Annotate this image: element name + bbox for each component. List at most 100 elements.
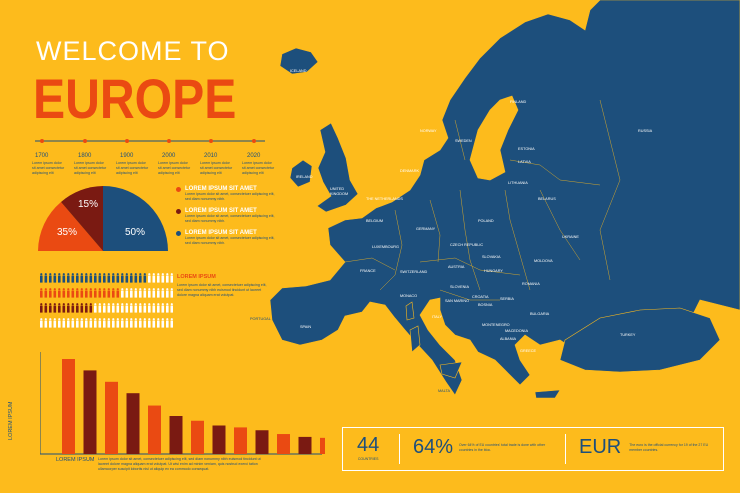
bar — [255, 430, 269, 454]
label-croatia: CROATIA — [472, 295, 489, 299]
person-icon — [143, 303, 147, 313]
person-icon — [62, 273, 66, 283]
bar — [105, 381, 118, 454]
person-icon — [170, 273, 173, 283]
legend-title: LOREM IPSUM SIT AMET — [185, 186, 257, 192]
stat-countries: 44 COUNTRIES — [357, 434, 379, 462]
pie-label-15: 15% — [78, 199, 99, 210]
person-icon — [152, 318, 156, 328]
label-portugal: PORTUGAL — [250, 317, 271, 321]
people-block: LOREM IPSUM Lorem ipsum dolor sit amet, … — [177, 274, 267, 298]
person-icon — [121, 288, 124, 298]
bar — [298, 436, 312, 454]
person-icon — [148, 303, 151, 313]
person-icon — [103, 303, 106, 313]
stat-label: The euro is the official currency for 19… — [629, 443, 709, 452]
timeline-text: Lorem ipsum dolor sit amet consectetur a… — [242, 161, 275, 175]
legend-title: LOREM IPSUM SIT AMET — [185, 230, 257, 236]
label-moldova: MOLDOVA — [534, 259, 553, 263]
person-icon — [89, 303, 93, 313]
baltic-sea — [469, 95, 519, 181]
bar — [126, 393, 140, 454]
label-italy: ITALY — [432, 315, 442, 319]
person-icon — [71, 303, 75, 313]
label-russia: RUSSIA — [638, 129, 653, 133]
label-belarus: BELARUS — [538, 197, 556, 201]
legend-item: LOREM IPSUM SIT AMET Lorem ipsum dolor s… — [176, 230, 276, 246]
timeline-year: 1900 — [120, 153, 134, 159]
timeline-text: Lorem ipsum dolor sit amet consectetur a… — [200, 161, 233, 175]
person-icon — [76, 318, 79, 328]
person-icon — [44, 303, 48, 313]
legend-dot — [176, 187, 181, 192]
legend-dot — [176, 209, 181, 214]
person-icon — [107, 273, 111, 283]
person-icon — [121, 303, 124, 313]
legend-text: Lorem ipsum dolor sit amet, consectetuer… — [185, 236, 275, 245]
timeline-text: Lorem ipsum dolor sit amet consectetur a… — [116, 161, 149, 175]
pie-slice-35 — [38, 202, 103, 251]
person-icon — [139, 303, 142, 313]
person-icon — [161, 318, 165, 328]
legend-dot — [176, 231, 181, 236]
person-icon — [40, 273, 43, 283]
person-icon — [67, 288, 70, 298]
person-icon — [125, 288, 129, 298]
person-icon — [49, 288, 52, 298]
person-icon — [40, 288, 43, 298]
person-icon — [152, 288, 156, 298]
person-icon — [143, 318, 147, 328]
person-icon — [139, 318, 142, 328]
label-malta: MALTA — [438, 389, 451, 393]
person-icon — [116, 303, 120, 313]
person-icon — [40, 318, 43, 328]
person-icon — [85, 303, 88, 313]
person-icon — [134, 303, 138, 313]
bar — [169, 416, 183, 454]
timeline-line — [35, 139, 265, 143]
person-icon — [166, 318, 169, 328]
person-icon — [53, 318, 57, 328]
label-switzerland: SWITZERLAND — [400, 270, 427, 274]
label-greece: GREECE — [520, 349, 537, 353]
person-icon — [49, 318, 52, 328]
stat-currency: EUR The euro is the official currency fo… — [579, 436, 719, 459]
person-icon — [98, 288, 102, 298]
legend-title: LOREM IPSUM SIT AMET — [185, 208, 257, 214]
crete-shape — [534, 389, 561, 399]
label-romania: ROMANIA — [522, 282, 540, 286]
person-icon — [107, 288, 111, 298]
person-icon — [49, 303, 52, 313]
person-icon — [98, 273, 102, 283]
label-iceland: ICELAND — [290, 69, 307, 73]
person-icon — [89, 318, 93, 328]
person-icon — [98, 318, 102, 328]
person-icon — [107, 318, 111, 328]
label-serbia: SERBIA — [500, 297, 514, 301]
person-icon — [170, 303, 173, 313]
label-belgium: BELGIUM — [366, 219, 383, 223]
label-finland: FINLAND — [510, 100, 527, 104]
bar — [148, 405, 161, 454]
person-icon — [130, 303, 133, 313]
label-latvia: LATVIA — [518, 160, 531, 164]
person-icon — [49, 273, 52, 283]
bar-chart-xlabel: LOREM IPSUM — [56, 457, 95, 463]
person-icon — [152, 273, 156, 283]
person-icon — [67, 303, 70, 313]
label-ukraine: UKRAINE — [562, 235, 579, 239]
label-austria: AUSTRIA — [448, 265, 465, 269]
bar-chart — [40, 352, 325, 455]
bar — [320, 437, 325, 454]
person-icon — [44, 288, 48, 298]
person-icon — [161, 273, 165, 283]
label-norway: NORWAY — [420, 129, 437, 133]
label-montenegro: MONTENEGRO — [482, 323, 510, 327]
people-text: Lorem ipsum dolor sit amet, consectetuer… — [177, 283, 267, 297]
person-icon — [134, 273, 138, 283]
person-icon — [71, 318, 75, 328]
person-icon — [98, 303, 102, 313]
ireland-shape — [289, 159, 313, 188]
person-icon — [94, 303, 97, 313]
